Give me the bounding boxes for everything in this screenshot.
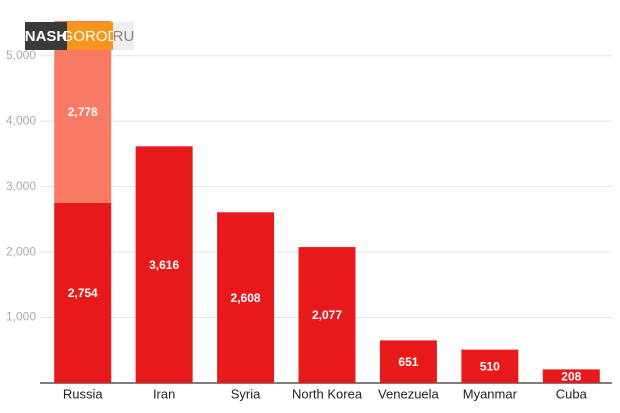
value-label: 208 <box>561 369 581 383</box>
bar-segment <box>379 340 437 383</box>
bar-segment <box>298 247 356 383</box>
x-tick-label: Cuba <box>556 386 588 401</box>
x-tick-label: Russia <box>63 386 104 401</box>
logo-text: RU <box>113 28 135 45</box>
y-tick-label: 4,000 <box>6 113 36 127</box>
logo: NASH GOROD RU <box>25 22 135 50</box>
y-tick-label: 2,000 <box>6 244 36 258</box>
logo-box <box>67 22 113 50</box>
x-tick-label: Iran <box>153 386 175 401</box>
logo-box <box>113 22 134 50</box>
bar-segment <box>54 20 112 203</box>
y-tick-label: 3,000 <box>6 179 36 193</box>
logo-box <box>25 22 67 50</box>
y-tick-label: 5,000 <box>6 48 36 62</box>
x-tick-label: North Korea <box>292 386 363 401</box>
value-label: 3,616 <box>149 258 179 272</box>
x-tick-label: Myanmar <box>463 386 518 401</box>
x-tick-label: Syria <box>231 386 261 401</box>
logo-text: GOROD <box>62 28 119 45</box>
x-tick-label: Venezuela <box>378 386 439 401</box>
value-label: 2,754 <box>68 286 98 300</box>
bar-segment <box>54 202 112 383</box>
value-label: 2,608 <box>231 291 261 305</box>
value-label: 651 <box>398 355 418 369</box>
bar-segment <box>461 349 519 383</box>
value-label: 2,077 <box>312 308 342 322</box>
value-label: 2,778 <box>68 105 98 119</box>
bar-segment <box>542 369 600 383</box>
value-label: 510 <box>480 359 500 373</box>
logo-text: NASH <box>25 28 68 45</box>
bar-segment <box>135 146 193 383</box>
y-tick-label: 1,000 <box>6 310 36 324</box>
bar-segment <box>217 212 275 383</box>
